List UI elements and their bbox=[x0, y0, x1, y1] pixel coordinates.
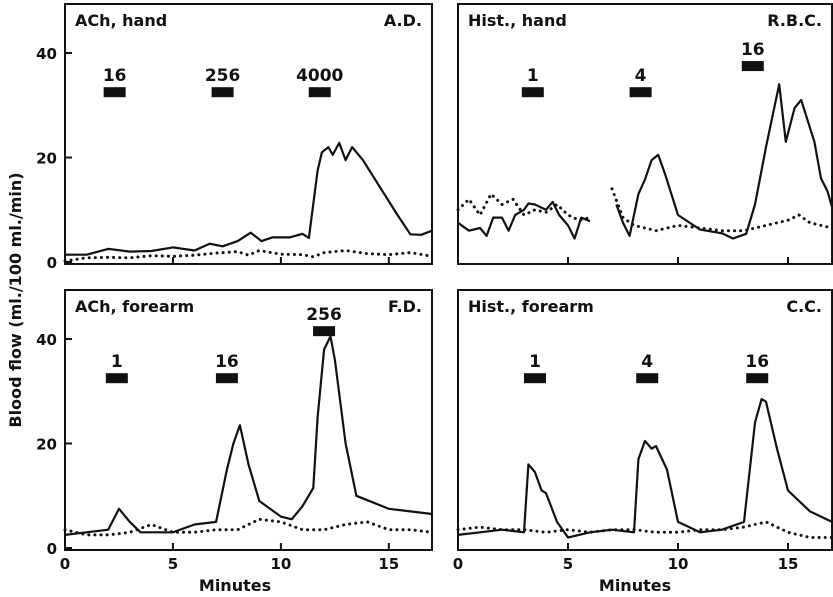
series-solid-line bbox=[615, 83, 833, 240]
x-tick-label: 5 bbox=[168, 555, 178, 573]
dose-marker bbox=[211, 87, 234, 98]
dose-label: 16 bbox=[741, 40, 765, 60]
dose-marker bbox=[636, 373, 659, 384]
series-dotted-line bbox=[456, 520, 833, 539]
y-tick-label: 20 bbox=[36, 436, 57, 454]
dose-label: 4 bbox=[641, 352, 653, 372]
dose-marker bbox=[308, 87, 331, 98]
x-tick-label: 10 bbox=[668, 555, 689, 573]
series-dotted-line bbox=[63, 249, 434, 263]
x-tick-label: 15 bbox=[378, 555, 399, 573]
series-dotted-line bbox=[456, 192, 592, 222]
x-tick-label: 0 bbox=[60, 555, 70, 573]
dose-label: 1 bbox=[111, 352, 123, 372]
y-tick-label: 0 bbox=[47, 540, 57, 558]
panel-frame bbox=[457, 289, 833, 551]
dose-marker bbox=[746, 373, 769, 384]
dose-marker bbox=[741, 61, 764, 72]
series-dotted-line bbox=[610, 187, 833, 233]
x-axis-label-right: Minutes bbox=[599, 576, 671, 595]
panel-subject: R.B.C. bbox=[767, 11, 822, 30]
dose-marker bbox=[105, 373, 128, 384]
y-tick-label: 0 bbox=[47, 254, 57, 272]
dose-marker bbox=[103, 87, 126, 98]
panel-frame bbox=[64, 3, 433, 265]
dose-marker bbox=[313, 326, 336, 337]
series-solid-line bbox=[64, 335, 433, 536]
y-tick-label: 40 bbox=[36, 331, 57, 349]
dose-label: 256 bbox=[306, 305, 342, 325]
dose-marker bbox=[629, 87, 652, 98]
panel-title: Hist., forearm bbox=[468, 297, 594, 316]
dose-label: 16 bbox=[103, 66, 127, 86]
series-solid-line bbox=[65, 141, 433, 256]
dose-marker bbox=[215, 373, 238, 384]
series-dotted-line bbox=[63, 517, 434, 537]
dose-label: 4000 bbox=[296, 66, 343, 86]
x-tick-label: 10 bbox=[270, 555, 291, 573]
series-solid-line bbox=[457, 200, 591, 240]
dose-label: 16 bbox=[745, 352, 769, 372]
series-solid-line bbox=[457, 398, 833, 539]
panel-frame bbox=[457, 3, 833, 265]
x-tick-label: 0 bbox=[453, 555, 463, 573]
y-axis-label: Blood flow (ml./100 ml./min) bbox=[6, 172, 25, 427]
dose-label: 4 bbox=[635, 66, 647, 86]
panel-subject: A.D. bbox=[384, 11, 422, 30]
panel-title: Hist., hand bbox=[468, 11, 567, 30]
panel-title: ACh, hand bbox=[75, 11, 167, 30]
panel-4: 0 5 10 15 Hist., forearm C.C. 1 4 16 bbox=[453, 289, 833, 573]
dose-label: 1 bbox=[529, 352, 541, 372]
panel-frame bbox=[64, 289, 433, 551]
panel-subject: C.C. bbox=[786, 297, 822, 316]
dose-marker bbox=[521, 87, 544, 98]
x-tick-label: 15 bbox=[778, 555, 799, 573]
x-axis-label-left: Minutes bbox=[199, 576, 271, 595]
panel-3: 0 5 10 15 0 20 40 ACh, forearm F.D. 1 16 256 bbox=[36, 289, 434, 573]
dose-marker bbox=[524, 373, 546, 384]
panel-2: Hist., hand R.B.C. 1 4 16 bbox=[456, 3, 833, 265]
y-tick-label: 20 bbox=[36, 150, 57, 168]
dose-label: 1 bbox=[527, 66, 539, 86]
panel-1: 0 20 40 ACh, hand A.D. 16 256 4000 bbox=[36, 3, 434, 272]
dose-label: 16 bbox=[215, 352, 239, 372]
panel-subject: F.D. bbox=[388, 297, 422, 316]
panel-title: ACh, forearm bbox=[75, 297, 194, 316]
y-tick-label: 40 bbox=[36, 45, 57, 63]
dose-label: 256 bbox=[205, 66, 241, 86]
x-tick-label: 5 bbox=[563, 555, 573, 573]
